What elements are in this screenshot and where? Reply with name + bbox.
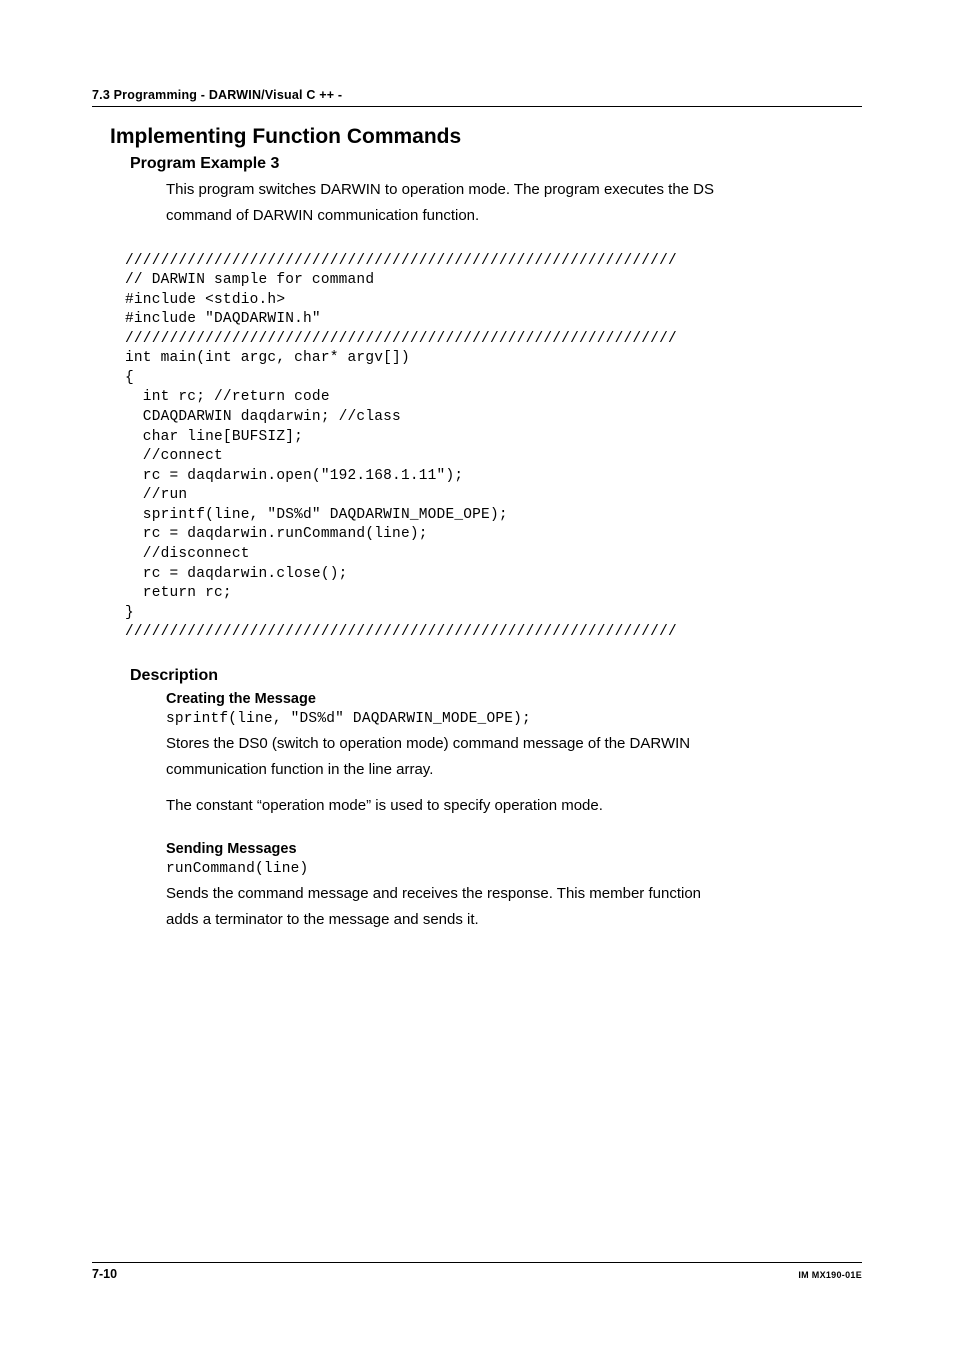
intro-line-2: command of DARWIN communication function… <box>166 203 862 229</box>
creating-code: sprintf(line, "DS%d" DAQDARWIN_MODE_OPE)… <box>166 709 862 731</box>
creating-text-3: The constant “operation mode” is used to… <box>166 793 862 819</box>
footer: 7-10 IM MX190-01E <box>92 1262 862 1281</box>
sending-text-1: Sends the command message and receives t… <box>166 881 862 907</box>
page-title: Implementing Function Commands <box>110 125 862 149</box>
description-heading: Description <box>130 667 862 685</box>
creating-text-1: Stores the DS0 (switch to operation mode… <box>166 731 862 757</box>
creating-heading: Creating the Message <box>166 691 862 707</box>
code-block: ////////////////////////////////////////… <box>125 252 862 643</box>
section-header: 7.3 Programming - DARWIN/Visual C ++ - <box>92 88 862 107</box>
sending-heading: Sending Messages <box>166 841 862 857</box>
creating-text-2: communication function in the line array… <box>166 757 862 783</box>
document-id: IM MX190-01E <box>798 1270 862 1280</box>
sending-text-2: adds a terminator to the message and sen… <box>166 907 862 933</box>
example-heading: Program Example 3 <box>130 155 862 173</box>
page-number: 7-10 <box>92 1267 117 1281</box>
intro-line-1: This program switches DARWIN to operatio… <box>166 177 862 203</box>
sending-code: runCommand(line) <box>166 859 862 881</box>
